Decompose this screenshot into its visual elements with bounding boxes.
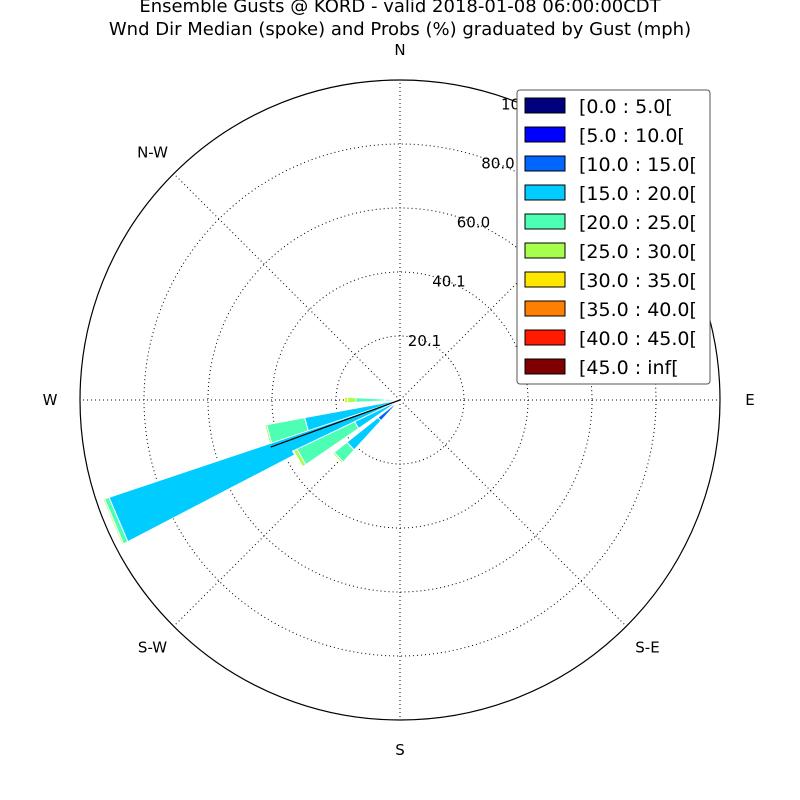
grid-spoke xyxy=(399,399,627,627)
direction-label: S xyxy=(395,741,405,759)
legend-swatch xyxy=(524,184,566,201)
legend-swatch xyxy=(524,126,566,143)
legend-label: [0.0 : 5.0[ xyxy=(579,96,673,118)
legend-label: [20.0 : 25.0[ xyxy=(579,212,697,234)
direction-label: E xyxy=(745,391,754,409)
legend-label: [10.0 : 15.0[ xyxy=(579,154,697,176)
legend-swatch xyxy=(524,242,566,259)
wind-bar-segment xyxy=(101,498,123,546)
wind-bar-segment xyxy=(347,396,357,404)
legend-swatch xyxy=(524,329,566,346)
radial-tick-label: 40.1 xyxy=(432,273,465,291)
legend-swatch xyxy=(524,271,566,288)
legend-swatch xyxy=(524,155,566,172)
grid-spoke xyxy=(173,173,401,401)
chart-title-line-1: Ensemble Gusts @ KORD - valid 2018-01-08… xyxy=(139,0,661,17)
wind-bar-segment xyxy=(331,452,343,465)
legend-label: [5.0 : 10.0[ xyxy=(579,125,685,147)
direction-label: N-W xyxy=(137,144,168,162)
radial-tick-label: 20.1 xyxy=(408,332,441,350)
median-direction-spoke xyxy=(270,399,401,448)
median-spoke xyxy=(270,399,401,448)
wind-bar-segment xyxy=(355,397,386,403)
legend-label: [15.0 : 20.0[ xyxy=(579,183,697,205)
grid-spoke xyxy=(399,173,627,401)
direction-label: W xyxy=(43,391,58,409)
direction-label: S-W xyxy=(138,638,167,656)
wind-bar-segment xyxy=(344,396,349,404)
direction-label: S-E xyxy=(635,638,659,656)
polar-grid xyxy=(79,79,721,721)
legend-label: [45.0 : inf[ xyxy=(579,357,679,379)
legend-swatch xyxy=(524,300,566,317)
direction-label: N xyxy=(394,41,405,59)
legend-label: [25.0 : 30.0[ xyxy=(579,241,697,263)
chart-title-line-2: Wnd Dir Median (spoke) and Probs (%) gra… xyxy=(108,19,692,40)
legend: [0.0 : 5.0[ [5.0 : 10.0[ [10.0 : 15.0[ [15.… xyxy=(516,89,711,385)
legend-swatch xyxy=(524,358,566,375)
radial-tick-label: 60.0 xyxy=(457,214,490,232)
legend-swatch xyxy=(524,97,566,114)
legend-label: [35.0 : 40.0[ xyxy=(579,299,697,321)
legend-swatch xyxy=(524,213,566,230)
legend-label: [30.0 : 35.0[ xyxy=(579,270,697,292)
legend-label: [40.0 : 45.0[ xyxy=(579,328,697,350)
grid-spoke xyxy=(173,399,401,627)
radial-tick-label: 80.0 xyxy=(481,154,514,172)
outer-circle xyxy=(79,79,721,721)
wind-bar-segment xyxy=(291,450,304,469)
wind-rose-bars xyxy=(101,396,401,546)
